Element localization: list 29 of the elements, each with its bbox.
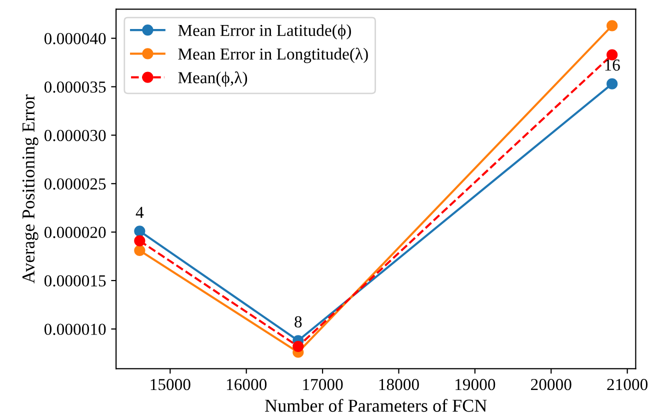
- y-tick-label: 0.000015: [44, 275, 106, 287]
- point: [606, 49, 618, 60]
- x-tick-label: 17000: [303, 378, 343, 390]
- x-tick-label: 15000: [150, 378, 190, 390]
- annotation: 8: [294, 316, 302, 328]
- y-tick-label: 0.000020: [44, 226, 106, 238]
- point: [606, 20, 618, 32]
- legend-label: Mean Error in Longtitude(λ): [178, 48, 368, 64]
- y-tick-label: 0.000010: [44, 324, 106, 336]
- y-tick-label: 0.000030: [44, 130, 106, 142]
- annotation: 16: [605, 60, 620, 71]
- x-tick-label: 21000: [607, 378, 648, 390]
- point: [292, 340, 304, 352]
- x-tick-label: 16000: [226, 378, 267, 390]
- annotation: 4: [136, 206, 144, 218]
- x-tick-label: 18000: [379, 378, 419, 390]
- point: [134, 226, 146, 237]
- y-tick-label: 0.000035: [44, 81, 106, 93]
- y-tick-label: 0.000025: [44, 178, 106, 190]
- x-tick-label: 19000: [456, 378, 496, 390]
- x-axis-title: Number of Parameters of FCN: [265, 398, 487, 412]
- point: [134, 235, 146, 246]
- y-axis-title: Average Positioning Error: [22, 94, 38, 284]
- x-tick-label: 20000: [531, 378, 572, 390]
- legend-label: Mean Error in Latitude(ϕ): [178, 24, 351, 40]
- point: [606, 78, 618, 90]
- legend-label: Mean(ϕ,λ): [178, 71, 248, 87]
- y-tick-label: 0.000040: [44, 32, 106, 44]
- point: [134, 244, 146, 256]
